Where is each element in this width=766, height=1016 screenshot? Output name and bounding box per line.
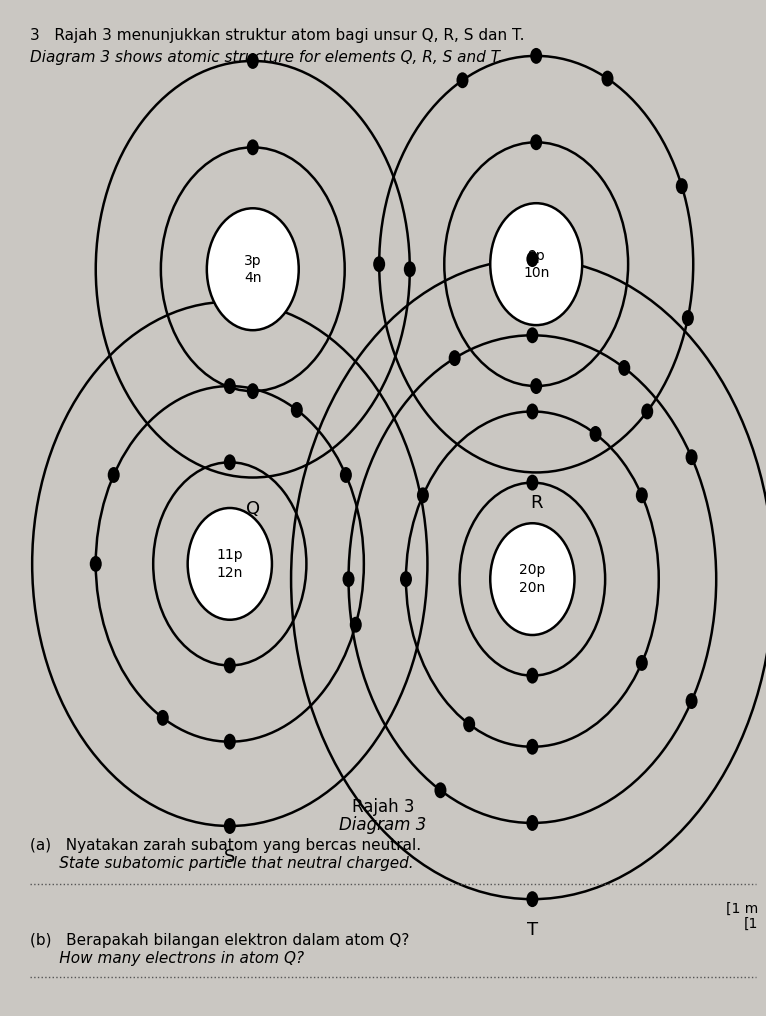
Ellipse shape <box>224 378 236 394</box>
Ellipse shape <box>618 360 630 376</box>
Ellipse shape <box>530 378 542 394</box>
Ellipse shape <box>686 693 698 709</box>
Text: S: S <box>224 848 235 866</box>
Ellipse shape <box>224 657 236 674</box>
Ellipse shape <box>400 571 412 587</box>
Ellipse shape <box>90 556 102 572</box>
Ellipse shape <box>636 488 648 503</box>
Text: Diagram 3: Diagram 3 <box>339 816 427 834</box>
Ellipse shape <box>207 208 299 330</box>
Text: (a)   Nyatakan zarah subatom yang bercas neutral.: (a) Nyatakan zarah subatom yang bercas n… <box>30 838 421 853</box>
Ellipse shape <box>590 426 601 442</box>
Ellipse shape <box>457 72 469 88</box>
Ellipse shape <box>526 668 538 684</box>
Text: 20p
20n: 20p 20n <box>519 564 545 594</box>
Ellipse shape <box>340 467 352 483</box>
Ellipse shape <box>224 818 236 834</box>
Ellipse shape <box>224 454 236 470</box>
Ellipse shape <box>224 734 236 750</box>
Ellipse shape <box>247 53 259 69</box>
Text: [1: [1 <box>744 916 758 931</box>
Text: Diagram 3 shows atomic structure for elements Q, R, S and T.: Diagram 3 shows atomic structure for ele… <box>30 50 503 65</box>
Ellipse shape <box>247 383 259 399</box>
Text: R: R <box>530 495 542 512</box>
Ellipse shape <box>188 508 272 620</box>
Ellipse shape <box>108 467 119 483</box>
Ellipse shape <box>373 256 385 272</box>
Ellipse shape <box>449 351 460 366</box>
Ellipse shape <box>530 134 542 150</box>
Ellipse shape <box>434 782 447 799</box>
Ellipse shape <box>676 178 688 194</box>
Text: Rajah 3: Rajah 3 <box>352 798 414 816</box>
Ellipse shape <box>686 449 698 465</box>
Ellipse shape <box>530 48 542 64</box>
Text: [1 m: [1 m <box>725 902 758 916</box>
Ellipse shape <box>350 617 362 633</box>
Ellipse shape <box>526 251 538 267</box>
Ellipse shape <box>404 261 416 277</box>
Ellipse shape <box>526 474 538 491</box>
Ellipse shape <box>291 402 303 418</box>
Ellipse shape <box>157 710 169 725</box>
Text: Q: Q <box>246 500 260 517</box>
Ellipse shape <box>636 655 648 671</box>
Ellipse shape <box>490 523 574 635</box>
Ellipse shape <box>342 571 355 587</box>
Text: 9p
10n: 9p 10n <box>523 249 549 279</box>
Text: (b)   Berapakah bilangan elektron dalam atom Q?: (b) Berapakah bilangan elektron dalam at… <box>30 933 409 948</box>
Text: 3   Rajah 3 menunjukkan struktur atom bagi unsur Q, R, S dan T.: 3 Rajah 3 menunjukkan struktur atom bagi… <box>30 28 525 43</box>
Text: State subatomic particle that neutral charged.: State subatomic particle that neutral ch… <box>30 856 414 872</box>
Ellipse shape <box>526 403 538 420</box>
Text: How many electrons in atom Q?: How many electrons in atom Q? <box>30 951 304 966</box>
Text: 11p
12n: 11p 12n <box>217 549 243 579</box>
Ellipse shape <box>463 716 475 733</box>
Text: T: T <box>527 922 538 939</box>
Ellipse shape <box>526 739 538 755</box>
Ellipse shape <box>682 310 694 326</box>
Ellipse shape <box>526 815 538 831</box>
Ellipse shape <box>490 203 582 325</box>
Ellipse shape <box>526 891 538 907</box>
Ellipse shape <box>417 488 429 503</box>
Ellipse shape <box>526 327 538 343</box>
Ellipse shape <box>641 403 653 420</box>
Ellipse shape <box>601 71 614 86</box>
Text: 3p
4n: 3p 4n <box>244 254 262 284</box>
Ellipse shape <box>247 139 259 155</box>
